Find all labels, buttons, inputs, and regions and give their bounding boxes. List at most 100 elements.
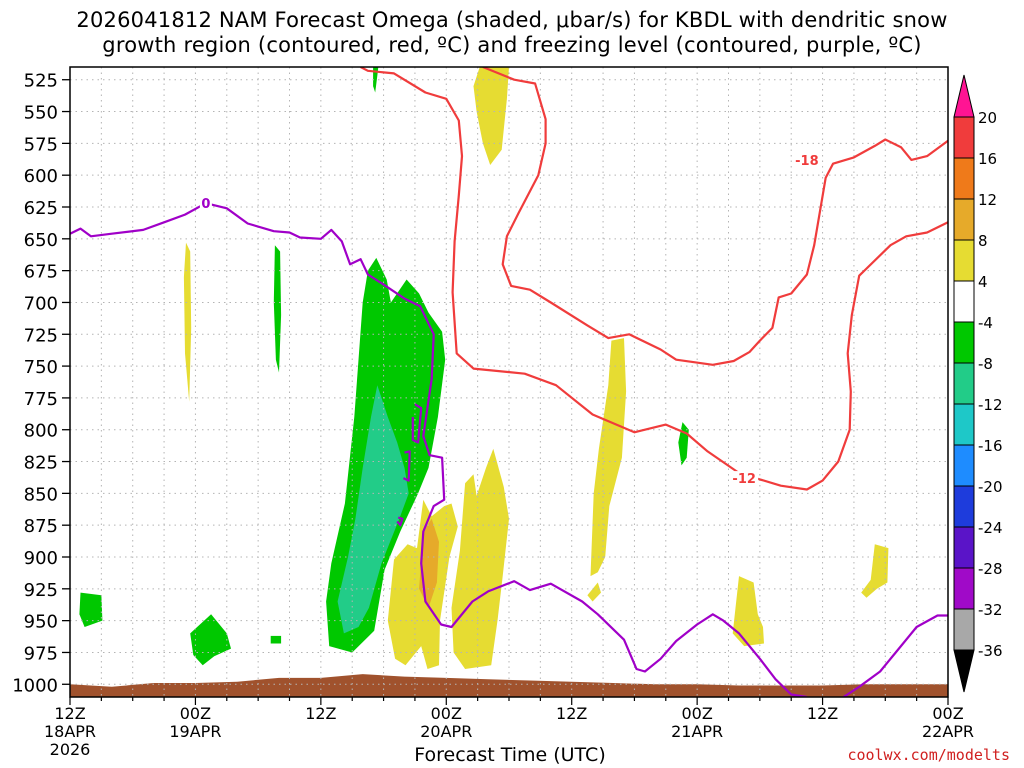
omega-region	[190, 614, 231, 666]
x-tick-date: 22APR	[922, 722, 974, 741]
dsgr-minus-12C-label: -12	[732, 472, 756, 487]
colorbar-label: -16	[978, 437, 1003, 455]
omega-region	[183, 242, 192, 402]
y-tick-label: 950	[24, 612, 58, 633]
x-tick-date: 19APR	[169, 722, 221, 741]
y-tick-label: 975	[24, 643, 58, 664]
x-tick-label: 00Z	[681, 704, 712, 723]
colorbar-swatch	[953, 280, 975, 323]
omega-shading	[79, 67, 889, 669]
chart-title-line1: 2026041812 NAM Forecast Omega (shaded, μ…	[76, 8, 948, 32]
omega-region	[373, 67, 379, 93]
colorbar-swatch	[953, 157, 975, 200]
contour-lines	[70, 67, 948, 697]
freezing-level-0C-line	[402, 450, 411, 482]
dsgr-minus-18C-label: -18	[795, 154, 819, 169]
terrain-fill	[70, 674, 948, 697]
y-tick-label: 900	[24, 548, 58, 569]
x-tick-label: 12Z	[556, 704, 587, 723]
source-credit: coolwx.com/modelts	[847, 746, 1010, 764]
freezing-level-0C-line	[396, 516, 404, 527]
colorbar-bottom-arrow	[953, 649, 975, 693]
y-tick-label: 525	[24, 71, 58, 92]
freezing-level-0C-line	[70, 202, 808, 697]
chart-title-line2: growth region (contoured, red, ºC) and f…	[102, 33, 922, 57]
colorbar-swatch	[953, 485, 975, 528]
y-tick-label: 925	[24, 580, 58, 601]
colorbar-swatch	[953, 362, 975, 405]
dsgr-minus-18C-line	[482, 67, 948, 366]
y-tick-label: 875	[24, 516, 58, 537]
colorbar-label: -28	[978, 560, 1003, 578]
y-tick-label: 750	[24, 357, 58, 378]
omega-region	[337, 385, 409, 634]
colorbar-label: 16	[978, 150, 997, 168]
y-axis: 525 550 575 600 625 650 675 700 725 750 775 800 825 8…	[12, 71, 70, 696]
y-tick-label: 600	[24, 166, 58, 187]
y-tick-label: 825	[24, 453, 58, 474]
omega-region	[587, 582, 601, 602]
x-tick-label: 00Z	[932, 704, 963, 723]
colorbar-label: -24	[978, 519, 1003, 537]
colorbar-label: 8	[978, 232, 988, 250]
colorbar-label: -8	[978, 355, 993, 373]
omega-region	[861, 544, 889, 598]
colorbar-swatch	[953, 403, 975, 446]
x-tick-label: 12Z	[305, 704, 336, 723]
colorbar-swatch	[953, 526, 975, 569]
omega-region	[732, 576, 764, 647]
y-tick-label: 625	[24, 198, 58, 219]
omega-region	[590, 338, 627, 577]
dsgr-minus-18C-label-bg	[792, 152, 821, 167]
omega-colorbar: 20 16 12 8 4 -4 -8 -12 -16 -20 -24 -28 -32 -36	[953, 74, 1003, 693]
omega-region	[451, 448, 509, 669]
y-tick-label: 650	[24, 230, 58, 251]
x-axis-title: Forecast Time (UTC)	[414, 744, 606, 766]
colorbar-swatch	[953, 116, 975, 159]
y-tick-label: 550	[24, 103, 58, 124]
freezing-level-0C-label: 0	[201, 197, 210, 212]
colorbar-label: -12	[978, 396, 1003, 414]
x-tick-label: 00Z	[431, 704, 462, 723]
y-tick-label: 725	[24, 325, 58, 346]
x-tick-label: 00Z	[180, 704, 211, 723]
x-tick-year: 2026	[50, 740, 91, 759]
x-tick-label: 12Z	[807, 704, 838, 723]
omega-region	[270, 635, 282, 644]
y-tick-label: 675	[24, 262, 58, 283]
colorbar-swatch	[953, 198, 975, 241]
colorbar-label: -20	[978, 478, 1003, 496]
colorbar-top-arrow	[953, 74, 975, 118]
freezing-level-0C-label-bg	[199, 196, 212, 211]
dsgr-minus-12C-line	[360, 67, 948, 491]
x-tick-date: 21APR	[671, 722, 723, 741]
contour-labels: 0 -12 -18	[199, 152, 821, 487]
y-tick-label: 575	[24, 134, 58, 155]
omega-region	[79, 592, 103, 627]
freezing-level-0C-line	[411, 403, 423, 444]
colorbar-swatch	[953, 608, 975, 651]
freezing-level-0C-line	[842, 614, 948, 697]
colorbar-label: -4	[978, 314, 993, 332]
colorbar-label: 12	[978, 191, 997, 209]
colorbar-swatch	[953, 321, 975, 364]
terrain-surface	[70, 674, 948, 697]
y-tick-label: 850	[24, 484, 58, 505]
colorbar-label: -36	[978, 642, 1003, 660]
omega-region	[678, 422, 689, 466]
colorbar-label: 20	[978, 109, 997, 127]
dsgr-minus-12C-label-bg	[730, 471, 759, 486]
colorbar-swatch	[953, 567, 975, 610]
x-tick-label: 12Z	[54, 704, 85, 723]
grid-lines	[70, 67, 948, 697]
colorbar-swatch	[953, 444, 975, 487]
colorbar-swatch	[953, 239, 975, 282]
x-tick-date: 18APR	[44, 722, 96, 741]
x-tick-date: 20APR	[420, 722, 472, 741]
y-tick-label: 1000	[12, 675, 58, 696]
colorbar-label: 4	[978, 273, 988, 291]
y-tick-label: 775	[24, 389, 58, 410]
omega-region	[473, 67, 509, 165]
